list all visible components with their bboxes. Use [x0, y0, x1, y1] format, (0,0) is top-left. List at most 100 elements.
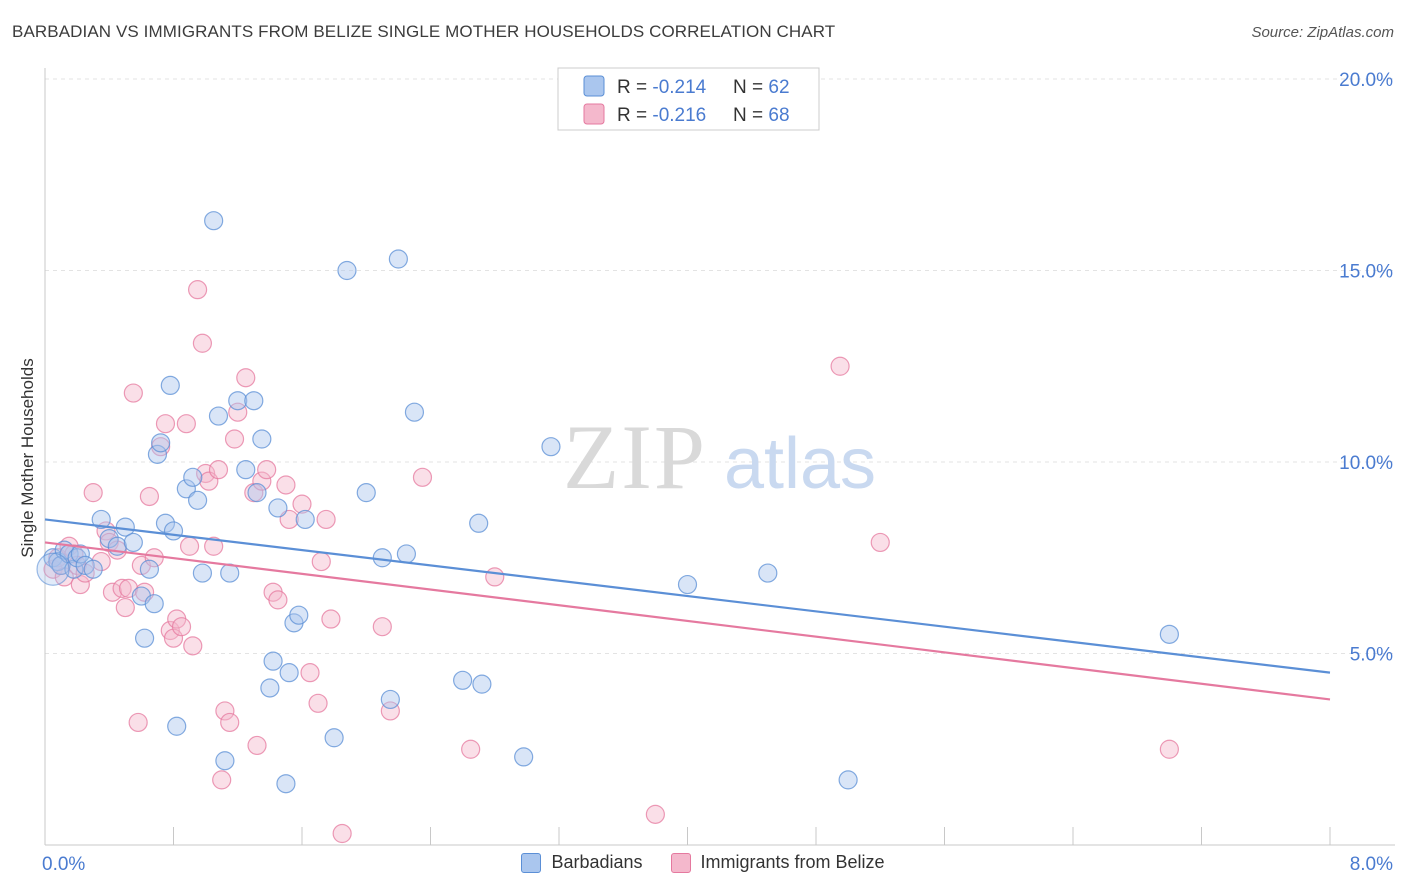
barbadians-point-46: [324, 728, 344, 748]
barbadians-point-57: [514, 747, 534, 767]
barbadians-point-52: [396, 544, 417, 564]
n-label-pink: N =: [733, 105, 768, 126]
barbadians-point-31: [215, 751, 235, 771]
tick-labels: 5.0% 10.0% 15.0% 20.0% 0.0% 8.0%: [42, 70, 1393, 875]
belize-point-51: [276, 475, 296, 495]
series-legend: Barbadians Immigrants from Belize: [0, 852, 1406, 873]
belize-point-65: [645, 804, 665, 824]
barbadians-point-35: [244, 391, 264, 411]
belize-point-44: [236, 368, 256, 388]
barbadians-point-20: [151, 433, 171, 453]
belize-point-53: [292, 494, 312, 514]
barbadians-trend-line: [44, 518, 1331, 674]
barbadians-point-30: [208, 406, 229, 426]
belize-point-62: [412, 467, 433, 487]
barbadians-point-40: [268, 498, 288, 518]
barbadians-point-27: [187, 490, 208, 510]
belize-point-48: [257, 460, 277, 480]
n-value-blue: 62: [768, 77, 789, 98]
trend-lines: [44, 518, 1331, 701]
barbadians-point-39: [263, 651, 283, 671]
stats-swatch-pink: [583, 103, 605, 125]
r-value-blue: -0.214: [652, 77, 706, 98]
barbadians-point-23: [163, 521, 184, 541]
legend-item-belize: Immigrants from Belize: [670, 852, 885, 873]
y-tick-label-2: 15.0%: [1339, 262, 1393, 283]
barbadians-point-25: [176, 479, 196, 499]
legend-swatch-pink: [670, 852, 691, 873]
barbadians-point-18: [144, 594, 164, 614]
barbadians-point-34: [236, 460, 256, 480]
barbadians-point-16: [134, 628, 155, 648]
belize-point-13: [102, 582, 123, 602]
barbadians-point-49: [372, 548, 392, 568]
source-label: Source: ZipAtlas.com: [1251, 24, 1394, 41]
belize-point-35: [196, 463, 216, 484]
barbadians-point-45: [295, 509, 315, 530]
belize-point-54: [300, 663, 320, 683]
belize-point-52: [279, 509, 299, 530]
barbadians-point-41: [276, 774, 296, 794]
barbadians-point-38: [260, 678, 280, 698]
barbadians-point-59: [677, 574, 698, 595]
belize-point-9: [83, 483, 103, 503]
watermark: ZIP atlas: [563, 406, 876, 508]
series-belize-points: [43, 280, 1179, 844]
belize-point-57: [316, 509, 336, 530]
barbadians-point-26: [183, 467, 203, 487]
belize-point-38: [208, 460, 229, 480]
x-tick-label-left: 0.0%: [42, 854, 85, 875]
belize-point-50: [268, 590, 288, 610]
barbadians-point-55: [469, 513, 489, 533]
y-tick-label-1: 10.0%: [1339, 453, 1393, 474]
barbadians-point-51: [388, 249, 408, 269]
barbadians-point-56: [472, 674, 492, 694]
belize-point-18: [123, 383, 143, 403]
belize-point-67: [870, 532, 890, 553]
barbadians-point-48: [356, 483, 376, 503]
barbadians-point-53: [404, 402, 425, 422]
belize-point-26: [160, 620, 180, 641]
legend-swatch-blue: [521, 852, 542, 873]
stats-legend: R = -0.214 N = 62 R = -0.216 N = 68: [557, 67, 820, 131]
barbadians-point-47: [337, 260, 357, 281]
belize-point-33: [187, 280, 208, 300]
chart-title: BARBADIAN VS IMMIGRANTS FROM BELIZE SING…: [12, 22, 836, 41]
belize-trend-line: [44, 541, 1331, 701]
belize-point-30: [176, 414, 196, 434]
belize-point-16: [115, 597, 135, 618]
barbadians-point-54: [453, 670, 473, 690]
y-tick-label-0: 5.0%: [1350, 645, 1393, 666]
stats-row-pink: R = -0.216 N = 68: [617, 105, 790, 126]
belize-point-47: [252, 471, 272, 491]
belize-point-56: [311, 551, 331, 572]
legend-label-barbadians: Barbadians: [551, 852, 643, 872]
barbadians-point-50: [380, 689, 400, 710]
r-label-blue: R =: [617, 77, 652, 98]
barbadians-point-61: [1159, 624, 1179, 644]
barbadians-point-28: [192, 563, 213, 583]
belize-point-64: [485, 567, 505, 587]
belize-point-40: [215, 701, 235, 721]
belize-point-61: [380, 701, 400, 721]
belize-point-46: [247, 735, 267, 756]
belize-point-34: [192, 333, 213, 353]
stats-row-blue: R = -0.214 N = 62: [617, 77, 790, 98]
barbadians-point-17: [139, 559, 160, 579]
n-label-blue: N =: [733, 77, 768, 98]
belize-point-66: [830, 356, 850, 376]
belize-point-55: [308, 693, 328, 713]
belize-point-29: [171, 617, 192, 637]
belize-point-41: [220, 712, 240, 733]
belize-point-22: [139, 486, 160, 507]
watermark-zip: ZIP: [563, 406, 707, 508]
barbadians-point-21: [155, 513, 176, 533]
belize-point-10: [91, 551, 111, 572]
barbadians-point-37: [252, 429, 272, 449]
barbadians-cluster-point: [36, 552, 70, 586]
belize-point-15: [112, 578, 132, 598]
barbadians-point-11: [99, 528, 119, 549]
barbadians-point-29: [204, 211, 224, 231]
barbadians-point-58: [541, 437, 561, 457]
